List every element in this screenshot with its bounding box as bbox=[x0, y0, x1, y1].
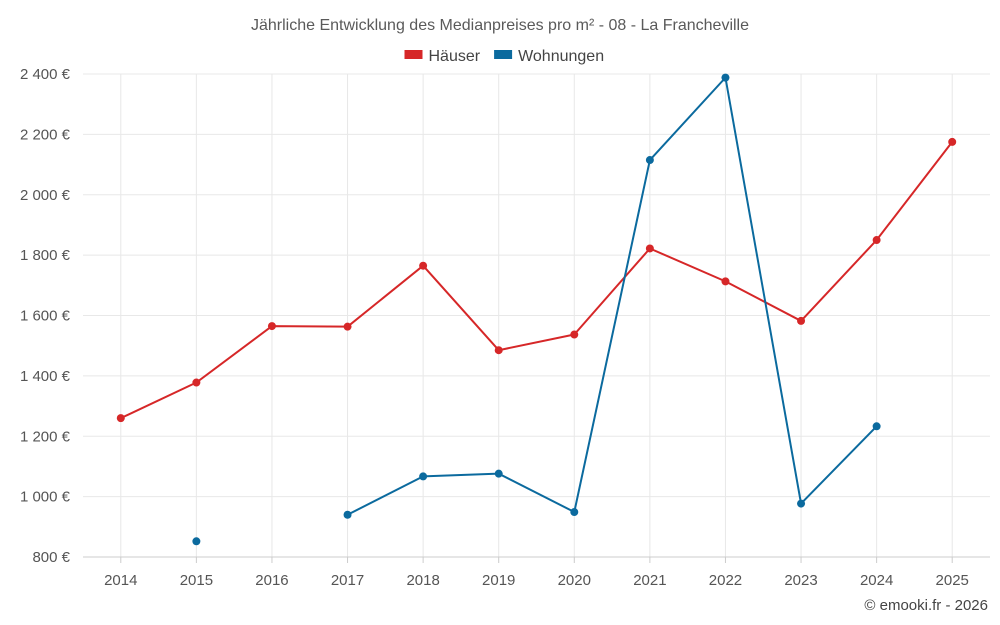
y-tick-label: 1 400 € bbox=[20, 368, 71, 385]
y-tick-label: 1 600 € bbox=[20, 308, 71, 325]
y-tick-label: 1 800 € bbox=[20, 247, 71, 264]
data-point[interactable] bbox=[797, 316, 806, 325]
series-wohnungen bbox=[192, 73, 881, 546]
x-tick-label: 2023 bbox=[784, 572, 817, 589]
series-haeuser bbox=[116, 137, 957, 423]
data-point[interactable] bbox=[192, 537, 201, 546]
y-tick-label: 800 € bbox=[32, 549, 70, 566]
legend-item-wohnungen[interactable]: Wohnungen bbox=[494, 48, 604, 65]
data-point[interactable] bbox=[419, 472, 428, 481]
y-tick-label: 2 000 € bbox=[20, 187, 71, 204]
credit-text: © emooki.fr - 2026 bbox=[864, 597, 988, 614]
data-point[interactable] bbox=[343, 322, 352, 331]
legend-item-haeuser[interactable]: Häuser bbox=[404, 48, 481, 65]
series-line-segment bbox=[346, 76, 878, 516]
x-tick-label: 2024 bbox=[860, 572, 893, 589]
x-tick-label: 2021 bbox=[633, 572, 666, 589]
y-axis: 800 € 1 000 € 1 200 € 1 400 € 1 600 € 1 800 €… bbox=[20, 66, 71, 566]
data-point[interactable] bbox=[494, 469, 503, 478]
legend-label: Häuser bbox=[429, 48, 481, 65]
data-point[interactable] bbox=[570, 508, 579, 517]
data-point[interactable] bbox=[721, 73, 730, 82]
data-point[interactable] bbox=[797, 499, 806, 508]
y-tick-label: 1 200 € bbox=[20, 428, 71, 445]
x-tick-label: 2025 bbox=[936, 572, 969, 589]
series-line-segment bbox=[119, 140, 954, 420]
data-point[interactable] bbox=[267, 322, 276, 331]
x-tick-label: 2019 bbox=[482, 572, 515, 589]
data-point[interactable] bbox=[948, 137, 957, 146]
legend-swatch bbox=[404, 50, 423, 59]
x-axis: 2014 2015 2016 2017 2018 2019 2020 2021 2022 2023… bbox=[83, 556, 990, 589]
y-tick-label: 1 000 € bbox=[20, 489, 71, 506]
legend-swatch bbox=[494, 50, 513, 59]
data-point[interactable] bbox=[192, 378, 201, 387]
y-tick-label: 2 200 € bbox=[20, 126, 71, 143]
data-point[interactable] bbox=[494, 346, 503, 355]
x-tick-label: 2018 bbox=[406, 572, 439, 589]
x-tick-label: 2016 bbox=[255, 572, 288, 589]
data-point[interactable] bbox=[343, 510, 352, 519]
data-point[interactable] bbox=[721, 277, 730, 286]
legend-label: Wohnungen bbox=[518, 48, 604, 65]
x-tick-label: 2020 bbox=[558, 572, 591, 589]
data-point[interactable] bbox=[570, 330, 579, 339]
data-point[interactable] bbox=[645, 244, 654, 253]
grid-lines bbox=[83, 73, 990, 558]
data-point[interactable] bbox=[645, 156, 654, 165]
chart-title: Jährliche Entwicklung des Medianpreises … bbox=[251, 17, 749, 34]
series-layer bbox=[116, 73, 957, 546]
data-point[interactable] bbox=[116, 414, 125, 423]
x-tick-label: 2017 bbox=[331, 572, 364, 589]
data-point[interactable] bbox=[872, 422, 881, 431]
x-tick-label: 2014 bbox=[104, 572, 137, 589]
y-tick-label: 2 400 € bbox=[20, 66, 71, 83]
data-point[interactable] bbox=[872, 236, 881, 245]
x-tick-label: 2022 bbox=[709, 572, 742, 589]
x-tick-label: 2015 bbox=[180, 572, 213, 589]
data-point[interactable] bbox=[419, 261, 428, 270]
legend: Häuser Wohnungen bbox=[404, 48, 604, 65]
